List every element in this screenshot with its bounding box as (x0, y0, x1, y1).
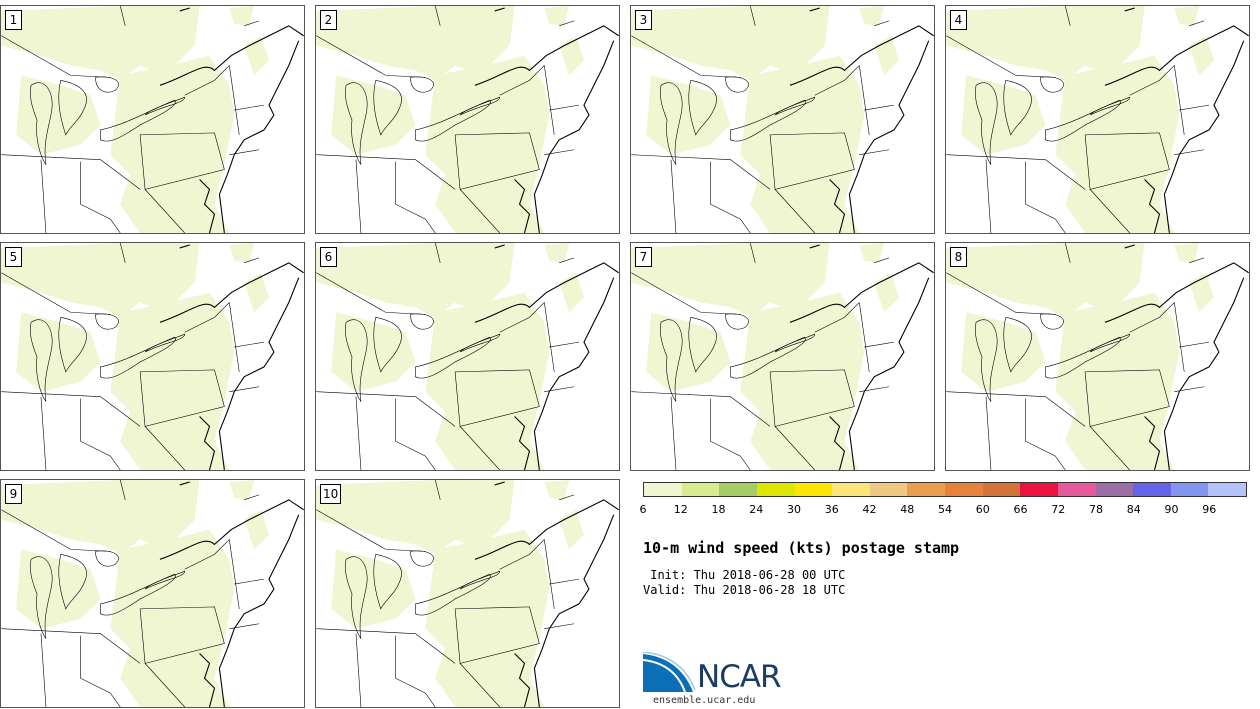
colorbar-tick-label: 24 (749, 503, 764, 516)
member-number-label: 8 (950, 247, 967, 267)
colorbar-segment-4 (794, 483, 833, 496)
colorbar-segment-3 (756, 483, 795, 496)
member-9-map (1, 480, 304, 707)
ncar-logo-icon (643, 652, 696, 693)
member-number-label: 9 (5, 484, 22, 504)
colorbar-tick-labels: 6 12 18 24 30 36 42 48 54 60 66 72 78 84 90 96 (639, 503, 1247, 517)
colorbar-tick-label: 72 (1051, 503, 1066, 516)
colorbar-tick-label: 12 (673, 503, 688, 516)
ensemble-member-panel-5: 5 (0, 242, 305, 471)
ensemble-member-panel-4: 4 (945, 5, 1250, 234)
colorbar-segment-11 (1057, 483, 1096, 496)
ensemble-member-panel-2: 2 (315, 5, 620, 234)
colorbar-tick-label: 6 (639, 503, 647, 516)
colorbar-tick-label: 18 (711, 503, 726, 516)
colorbar-tick-label: 36 (824, 503, 839, 516)
member-7-map (631, 243, 934, 470)
valid-time: Valid: Thu 2018-06-28 18 UTC (643, 583, 846, 597)
ensemble-member-panel-1: 1 (0, 5, 305, 234)
colorbar-tick-label: 30 (787, 503, 801, 516)
colorbar-tick-label: 42 (862, 503, 877, 516)
ensemble-member-panel-7: 7 (630, 242, 935, 471)
colorbar-tick-label: 48 (900, 503, 915, 516)
member-1-map (1, 6, 304, 233)
ensemble-member-panel-10: 10 (315, 479, 620, 708)
member-number-label: 5 (5, 247, 22, 267)
colorbar-segment-10 (1020, 483, 1058, 496)
colorbar-segment-2 (719, 483, 757, 496)
colorbar-segment-15 (1208, 483, 1246, 496)
ncar-logo-text: NCAR (697, 659, 782, 695)
member-number-label: 7 (635, 247, 652, 267)
member-number-label: 3 (635, 10, 652, 30)
init-time: Init: Thu 2018-06-28 00 UTC (643, 568, 846, 582)
colorbar-tick-label: 90 (1164, 503, 1179, 516)
ensemble-member-panel-3: 3 (630, 5, 935, 234)
member-8-map (946, 243, 1249, 470)
colorbar-segment-7 (907, 483, 945, 496)
member-5-map (1, 243, 304, 470)
member-3-map (631, 6, 934, 233)
colorbar-tick-label: 54 (938, 503, 952, 516)
member-number-label: 6 (320, 247, 337, 267)
colorbar-tick-label: 66 (1013, 503, 1028, 516)
colorbar-segment-12 (1095, 483, 1134, 496)
product-title: 10-m wind speed (kts) postage stamp (643, 539, 960, 557)
ensemble-member-panel-9: 9 (0, 479, 305, 708)
colorbar-tick-label: 96 (1202, 503, 1217, 516)
member-10-map (316, 480, 619, 707)
colorbar-segment-8 (945, 483, 983, 496)
member-number-label: 10 (320, 484, 342, 504)
ensemble-member-panel-8: 8 (945, 242, 1250, 471)
member-2-map (316, 6, 619, 233)
member-number-label: 4 (950, 10, 967, 30)
member-6-map (316, 243, 619, 470)
colorbar-tick-label: 60 (975, 503, 990, 516)
wind-speed-colorbar (643, 482, 1247, 497)
colorbar-segment-5 (832, 483, 870, 496)
member-number-label: 1 (5, 10, 22, 30)
colorbar-segment-1 (681, 483, 720, 496)
ensemble-member-panel-6: 6 (315, 242, 620, 471)
colorbar-tick-label: 78 (1089, 503, 1103, 516)
colorbar-segment-14 (1170, 483, 1209, 496)
member-4-map (946, 6, 1249, 233)
colorbar-segment-6 (869, 483, 908, 496)
colorbar-segment-9 (982, 483, 1021, 496)
member-number-label: 2 (320, 10, 337, 30)
colorbar-tick-label: 84 (1126, 503, 1141, 516)
site-url: ensemble.ucar.edu (653, 695, 756, 706)
colorbar-segment-0 (644, 483, 682, 496)
colorbar-segment-13 (1133, 483, 1171, 496)
